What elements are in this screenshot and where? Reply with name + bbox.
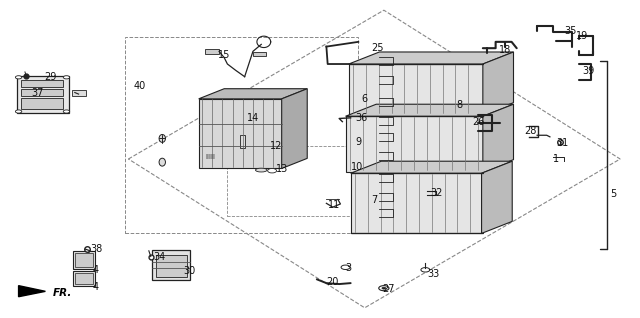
Ellipse shape [159,135,166,142]
Text: FR.: FR. [53,287,72,298]
Polygon shape [351,173,481,233]
Polygon shape [346,116,483,172]
Text: 4: 4 [92,266,99,275]
Polygon shape [481,161,512,233]
Text: IIIII: IIIII [205,154,215,160]
Circle shape [15,76,22,79]
Text: 26: 26 [472,117,484,127]
Bar [21,80,63,87]
Text: 5: 5 [611,189,617,199]
Bar [73,271,95,286]
Text: 37: 37 [31,87,44,98]
Text: 32: 32 [430,188,442,198]
Circle shape [341,265,350,269]
Text: 38: 38 [90,244,102,254]
Bar [72,90,86,96]
Bar [21,89,63,96]
Bar [75,273,93,284]
Polygon shape [198,99,282,169]
Circle shape [382,287,386,289]
Circle shape [379,286,389,291]
Text: 29: 29 [44,72,57,82]
Text: 18: 18 [499,45,511,55]
Text: 28: 28 [525,126,537,135]
Ellipse shape [255,168,267,172]
Text: 13: 13 [276,164,288,174]
Circle shape [63,76,70,79]
Text: 27: 27 [383,284,396,294]
Polygon shape [483,104,513,172]
Polygon shape [346,104,513,116]
Text: 35: 35 [564,26,577,36]
Polygon shape [19,286,45,297]
Text: 3: 3 [346,263,352,273]
Circle shape [268,169,276,173]
Text: 12: 12 [270,141,283,151]
Ellipse shape [159,158,166,166]
Bar [152,250,190,280]
Text: 15: 15 [218,50,230,59]
Bar [240,135,245,148]
Text: 36: 36 [355,113,367,123]
Text: 8: 8 [456,100,462,110]
Text: 30: 30 [183,266,195,276]
Text: 20: 20 [326,278,339,287]
Bar [205,50,219,54]
Circle shape [15,110,22,113]
Bar [21,98,63,109]
Text: 39: 39 [582,66,595,76]
Circle shape [63,110,70,113]
Text: 25: 25 [371,43,384,52]
Polygon shape [483,52,513,115]
Text: 19: 19 [576,31,588,41]
Bar [75,253,93,267]
Text: 6: 6 [362,94,368,104]
Text: 4: 4 [92,282,99,292]
Text: 10: 10 [351,162,363,172]
Bar [253,52,266,56]
Bar [156,255,186,277]
Polygon shape [349,52,513,64]
Polygon shape [349,64,483,115]
Bar [73,251,95,269]
Polygon shape [282,89,307,169]
Text: 34: 34 [153,252,165,262]
Text: 11: 11 [328,200,340,210]
Bar [17,76,69,113]
Polygon shape [198,89,307,99]
Bar [227,146,352,216]
Text: 31: 31 [557,138,569,148]
Text: 33: 33 [428,269,440,279]
Text: 14: 14 [247,114,259,123]
Circle shape [421,268,430,272]
Text: 7: 7 [371,195,378,205]
Text: 40: 40 [134,81,146,91]
Polygon shape [351,161,512,173]
Bar [125,37,358,233]
Text: 9: 9 [355,137,362,147]
Text: 1: 1 [553,154,559,164]
